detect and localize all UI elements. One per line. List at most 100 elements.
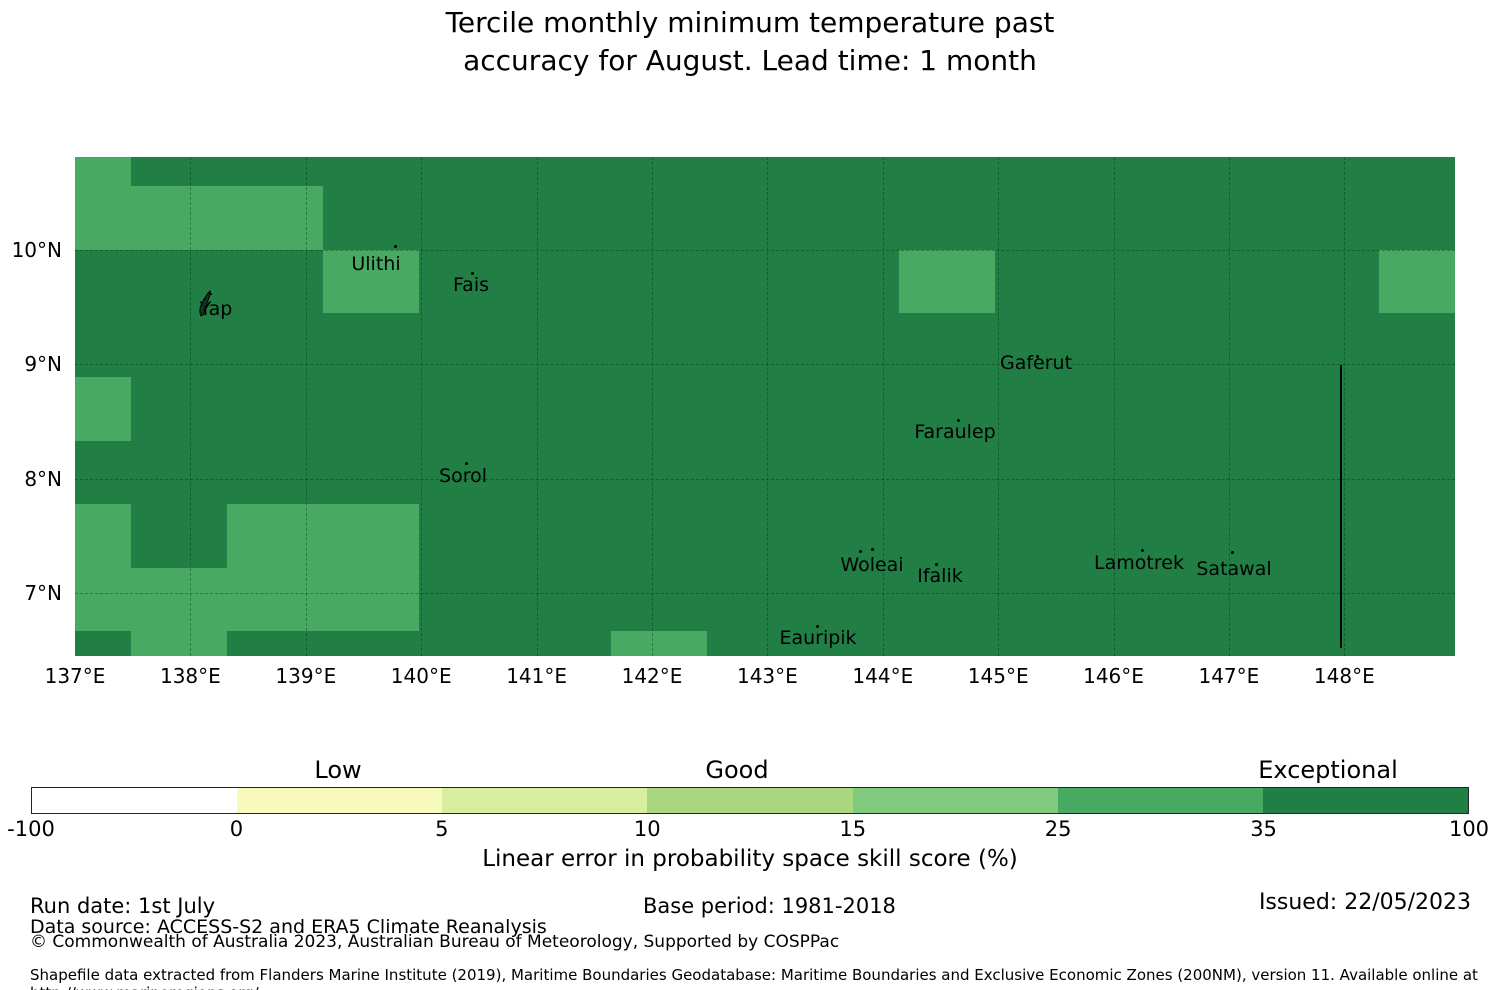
island-label-satawal: Satawal xyxy=(1196,558,1272,580)
colorbar-tick--100: -100 xyxy=(7,817,55,841)
latitude-gridline xyxy=(75,478,1455,480)
colorbar-tick-100: 100 xyxy=(1448,817,1490,841)
longitude-gridline xyxy=(1344,157,1346,656)
island-marker-woleai xyxy=(870,547,874,551)
colorbar xyxy=(31,787,1469,814)
latitude-gridline xyxy=(75,364,1455,365)
latitude-gridline xyxy=(75,249,1455,251)
longitude-tick-label: 139°E xyxy=(275,664,337,688)
longitude-tick-label: 148°E xyxy=(1313,664,1375,688)
map-plot-area[interactable]: Ulithi Fais Yap Gaferut Faraulep Sorol Woleai I… xyxy=(75,157,1455,656)
colorbar-tick-35: 35 xyxy=(1250,817,1277,841)
longitude-gridline xyxy=(767,157,769,656)
skill-cell-25-35 xyxy=(131,631,227,656)
island-marker-ifalik xyxy=(934,562,938,566)
island-marker-woleai xyxy=(858,549,862,553)
colorbar-segment-15-to-25 xyxy=(852,788,1058,813)
island-marker-gaferut xyxy=(1035,354,1039,358)
island-marker-eauripik xyxy=(815,624,819,628)
shapefile-attribution-text: Shapefile data extracted from Flanders M… xyxy=(30,966,1478,990)
island-label-sorol: Sorol xyxy=(439,465,487,487)
colorbar-category-good: Good xyxy=(705,756,769,784)
colorbar-segment-5-to-10 xyxy=(442,788,648,813)
latitude-tick-label: 10°N xyxy=(11,237,62,262)
skill-cell-25-35 xyxy=(227,503,323,568)
longitude-gridline xyxy=(536,157,538,656)
skill-cell-25-35 xyxy=(131,185,227,250)
latitude-gridline xyxy=(75,593,1455,594)
skill-cell-25-35 xyxy=(131,567,227,631)
copyright-text: © Commonwealth of Australia 2023, Austra… xyxy=(30,932,840,952)
longitude-tick-label: 140°E xyxy=(390,664,452,688)
longitude-gridline xyxy=(190,157,192,656)
skill-cell-25-35 xyxy=(75,567,131,631)
longitude-tick-label: 143°E xyxy=(736,664,798,688)
longitude-tick-label: 145°E xyxy=(967,664,1029,688)
colorbar-tick-15: 15 xyxy=(839,817,867,841)
latitude-tick-label: 9°N xyxy=(24,352,62,376)
yap-island-outline xyxy=(196,290,216,322)
colorbar-tick-0: 0 xyxy=(229,817,244,841)
longitude-gridline xyxy=(998,157,1000,656)
island-marker-ulithi xyxy=(393,244,397,248)
colorbar-category-low: Low xyxy=(314,756,362,784)
island-marker-fais xyxy=(470,271,474,275)
island-marker-faraulep xyxy=(956,418,960,422)
eez-boundary-line xyxy=(1340,365,1342,648)
longitude-tick-label: 146°E xyxy=(1083,664,1144,688)
colorbar-segment-10-to-15 xyxy=(647,788,853,813)
colorbar-axis-label: Linear error in probability space skill … xyxy=(482,846,1018,872)
island-label-yap: Yap xyxy=(199,298,233,320)
chart-title-line1: Tercile monthly minimum temperature past xyxy=(445,6,1055,39)
longitude-tick-label: 142°E xyxy=(621,664,683,688)
issued-date-text: Issued: 22/05/2023 xyxy=(1258,890,1471,915)
skill-cell-25-35 xyxy=(75,185,131,250)
island-label-fais: Fais xyxy=(452,274,490,296)
longitude-gridline xyxy=(651,157,653,656)
skill-cell-25-35 xyxy=(323,249,419,313)
longitude-tick-label: 138°E xyxy=(159,664,221,688)
island-marker-lamotrek xyxy=(1140,548,1144,552)
base-period-text: Base period: 1981-2018 xyxy=(643,894,896,918)
skill-cell-25-35 xyxy=(75,503,131,568)
skill-cell-25-35 xyxy=(227,567,323,631)
island-label-gaferut: Gaferut xyxy=(999,352,1073,374)
longitude-gridline xyxy=(1113,157,1115,656)
longitude-tick-label: 137°E xyxy=(44,664,106,688)
longitude-tick-label: 147°E xyxy=(1198,664,1260,688)
skill-cell-25-35 xyxy=(75,157,131,186)
skill-cell-25-35 xyxy=(75,376,131,441)
skill-cell-25-35 xyxy=(227,185,323,250)
latitude-tick-label: 8°N xyxy=(24,466,62,491)
colorbar-segment--100-to-0 xyxy=(32,788,238,813)
skill-cell-25-35 xyxy=(611,631,707,656)
island-label-lamotrek: Lamotrek xyxy=(1094,552,1184,574)
longitude-tick-label: 144°E xyxy=(852,664,914,688)
colorbar-segment-25-to-35 xyxy=(1057,788,1263,813)
skill-cell-25-35 xyxy=(323,503,419,568)
chart-title-line2: accuracy for August. Lead time: 1 month xyxy=(463,44,1037,77)
data-source-text: Data source: ACCESS-S2 and ERA5 Climate … xyxy=(30,916,547,938)
longitude-gridline xyxy=(421,157,423,656)
chart-title: Tercile monthly minimum temperature past… xyxy=(0,4,1500,80)
colorbar-tick-5: 5 xyxy=(435,817,449,841)
skill-cell-25-35 xyxy=(323,567,419,631)
run-date-text: Run date: 1st July xyxy=(30,894,216,918)
colorbar-category-exceptional: Exceptional xyxy=(1258,756,1398,784)
island-label-faraulep: Faraulep xyxy=(914,421,996,443)
island-label-ulithi: Ulithi xyxy=(351,253,401,275)
island-label-woleai: Woleai xyxy=(840,554,904,576)
longitude-gridline xyxy=(1228,157,1230,656)
island-label-ifalik: Ifalik xyxy=(917,565,963,587)
colorbar-segment-35-to-100 xyxy=(1262,788,1468,813)
colorbar-tick-25: 25 xyxy=(1044,817,1072,841)
longitude-tick-label: 141°E xyxy=(506,664,567,688)
colorbar-segment-0-to-5 xyxy=(237,788,443,813)
colorbar-tick-10: 10 xyxy=(633,817,661,841)
longitude-gridline xyxy=(882,157,884,656)
skill-cell-25-35 xyxy=(1379,249,1455,313)
latitude-tick-label: 7°N xyxy=(24,581,62,605)
island-marker-satawal xyxy=(1230,550,1234,554)
longitude-gridline xyxy=(305,157,307,656)
skill-cell-25-35 xyxy=(899,249,995,313)
